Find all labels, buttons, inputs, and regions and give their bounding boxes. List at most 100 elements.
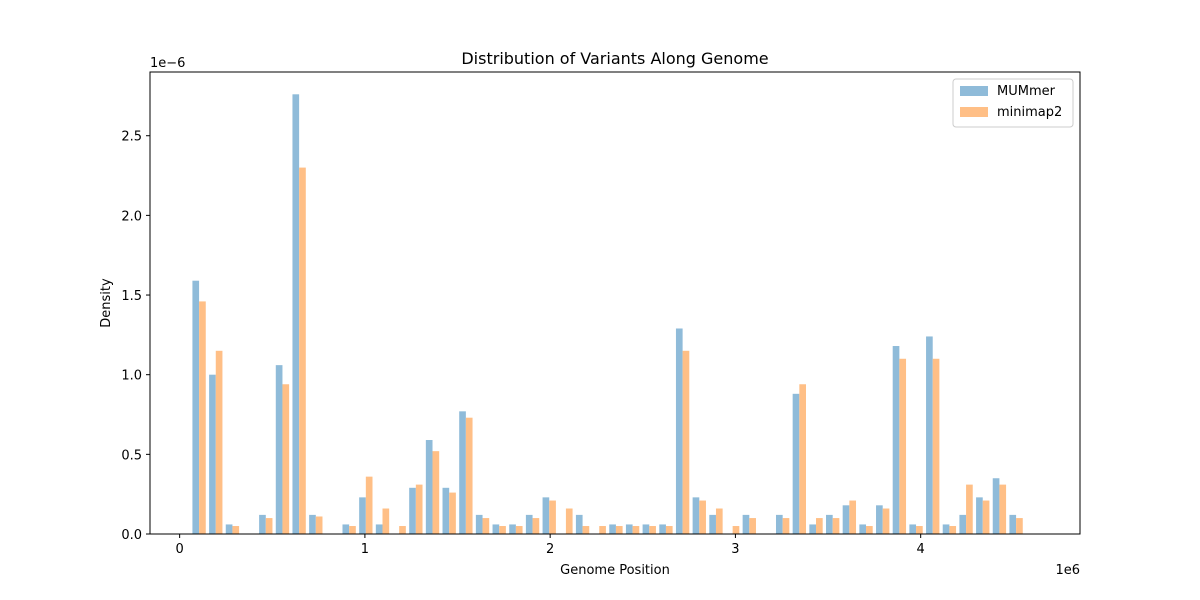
bar-mummer-44 <box>926 336 933 534</box>
x-tick-label: 3 <box>731 542 739 557</box>
bar-mummer-48 <box>992 478 1000 534</box>
bar-mummer-18 <box>492 524 500 534</box>
bar-mummer-35 <box>775 514 783 534</box>
bar-mummer-10 <box>359 497 366 534</box>
bar-minimap2-31 <box>715 508 723 534</box>
bar-minimap2-15 <box>449 492 456 534</box>
bar-mummer-20 <box>525 514 533 534</box>
bar-minimap2-44 <box>932 358 940 534</box>
bar-mummer-38 <box>826 514 833 534</box>
bar-minimap2-9 <box>349 526 356 534</box>
bar-mummer-43 <box>909 524 917 534</box>
bar-mummer-27 <box>642 524 650 534</box>
bars-layer <box>192 94 1023 535</box>
plot-frame <box>149 71 1081 535</box>
legend-label-minimap2: minimap2 <box>997 105 1062 120</box>
bar-mummer-2 <box>225 524 233 534</box>
chart-title: Distribution of Variants Along Genome <box>461 49 768 68</box>
bar-minimap2-47 <box>982 500 990 534</box>
bar-minimap2-22 <box>565 508 573 534</box>
bar-mummer-33 <box>742 514 750 534</box>
bar-minimap2-2 <box>232 526 240 534</box>
bar-mummer-42 <box>892 346 900 534</box>
bar-mummer-17 <box>475 514 483 534</box>
bar-mummer-29 <box>675 328 683 534</box>
x-axis-ticks: 0 1 2 3 4 <box>176 534 925 557</box>
y-tick-label: 1.5 <box>121 289 142 304</box>
y-tick-label: 1.0 <box>121 369 142 384</box>
bar-minimap2-29 <box>682 350 690 534</box>
bar-minimap2-41 <box>882 508 890 534</box>
bar-mummer-0 <box>192 280 200 534</box>
bar-minimap2-46 <box>966 484 973 534</box>
bar-minimap2-12 <box>399 526 406 534</box>
bar-mummer-7 <box>309 514 316 534</box>
bar-minimap2-18 <box>499 526 506 534</box>
bar-minimap2-32 <box>732 526 740 534</box>
x-tick-label: 1 <box>361 542 369 557</box>
legend-label-mummer: MUMmer <box>997 84 1056 99</box>
bar-mummer-19 <box>509 524 516 534</box>
bar-minimap2-0 <box>199 301 206 534</box>
bar-minimap2-37 <box>816 518 823 534</box>
bar-minimap2-25 <box>615 526 623 534</box>
bar-mummer-23 <box>575 514 583 534</box>
bar-mummer-21 <box>542 497 550 534</box>
bar-mummer-49 <box>1009 514 1017 534</box>
bar-minimap2-48 <box>999 484 1007 534</box>
bar-minimap2-17 <box>482 518 490 534</box>
bar-minimap2-49 <box>1016 518 1023 534</box>
bar-mummer-31 <box>709 514 716 534</box>
legend-swatch-mummer <box>960 86 988 96</box>
bar-mummer-11 <box>375 524 383 534</box>
bar-mummer-40 <box>859 524 867 534</box>
bar-minimap2-38 <box>832 518 840 534</box>
bar-minimap2-36 <box>799 384 806 534</box>
bar-minimap2-43 <box>916 526 923 534</box>
bar-mummer-14 <box>425 440 433 534</box>
bar-minimap2-6 <box>299 167 306 534</box>
bar-mummer-13 <box>409 487 416 534</box>
bar-minimap2-13 <box>415 484 423 534</box>
bar-minimap2-20 <box>532 518 540 534</box>
bar-mummer-41 <box>876 505 883 534</box>
bar-minimap2-16 <box>465 417 473 534</box>
bar-mummer-39 <box>842 505 850 534</box>
bar-minimap2-14 <box>432 451 440 534</box>
y-axis-label: Density <box>99 278 114 328</box>
bar-minimap2-28 <box>665 526 673 534</box>
x-tick-label: 0 <box>176 542 184 557</box>
legend-swatch-minimap2 <box>960 107 988 117</box>
bar-mummer-36 <box>792 393 800 534</box>
bar-mummer-28 <box>659 524 666 534</box>
bar-minimap2-33 <box>749 518 756 534</box>
bar-mummer-9 <box>342 524 350 534</box>
bar-minimap2-35 <box>782 518 790 534</box>
bar-mummer-30 <box>692 497 700 534</box>
bar-minimap2-23 <box>582 526 590 534</box>
x-offset-label: 1e6 <box>1055 563 1080 578</box>
x-tick-label: 4 <box>917 542 925 557</box>
bar-minimap2-24 <box>599 526 606 534</box>
bar-minimap2-42 <box>899 358 907 534</box>
bar-mummer-16 <box>459 411 466 534</box>
bar-minimap2-7 <box>315 516 323 534</box>
bar-minimap2-19 <box>515 526 523 534</box>
bar-mummer-37 <box>809 524 817 534</box>
y-tick-label: 2.5 <box>121 130 142 145</box>
legend: MUMmer minimap2 <box>952 78 1074 128</box>
bar-mummer-6 <box>292 94 300 535</box>
bar-mummer-4 <box>259 514 266 534</box>
bar-minimap2-5 <box>282 384 290 534</box>
y-tick-label: 0.0 <box>121 528 142 543</box>
bar-mummer-26 <box>625 524 633 534</box>
bar-mummer-47 <box>976 497 983 534</box>
bar-minimap2-26 <box>632 526 640 534</box>
bar-mummer-1 <box>209 374 216 534</box>
bar-mummer-15 <box>442 487 450 534</box>
bar-minimap2-11 <box>382 508 390 534</box>
bar-mummer-46 <box>959 514 967 534</box>
y-tick-label: 0.5 <box>121 448 142 463</box>
bar-mummer-45 <box>942 524 950 534</box>
